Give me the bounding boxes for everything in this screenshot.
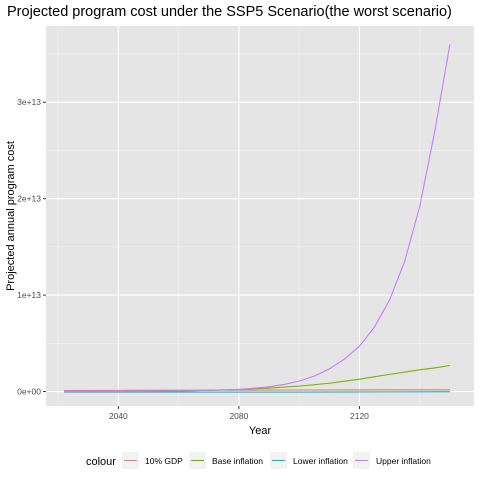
x-tick-label: 2080 — [229, 411, 248, 421]
x-axis-title: Year — [249, 425, 272, 437]
series-layer — [64, 44, 451, 393]
x-tick-label: 2120 — [350, 411, 369, 421]
series-line-10-gdp — [64, 389, 450, 392]
y-tick-label: 2e+13 — [17, 194, 41, 204]
x-tick-label: 2040 — [109, 411, 128, 421]
legend-label-lower-inflation: Lower inflation — [293, 456, 348, 466]
y-tick-label: 3e+13 — [17, 97, 41, 107]
plot-panel — [46, 26, 474, 406]
chart-title: Projected program cost under the SSP5 Sc… — [7, 4, 452, 20]
grid-minor — [46, 26, 474, 406]
legend-label-upper-inflation: Upper inflation — [376, 456, 431, 466]
y-axis-title: Projected annual program cost — [5, 141, 17, 291]
legend-title: colour — [86, 456, 116, 468]
y-tick-label: 1e+13 — [17, 290, 41, 300]
legend-label-10-gdp: 10% GDP — [145, 456, 183, 466]
legend-label-base-inflation: Base inflation — [212, 456, 263, 466]
series-line-upper-inflation — [64, 44, 451, 393]
axis-ticks: 2040 2080 2120 0e+00 1e+13 2e+13 3e+13 — [17, 97, 369, 421]
legend: colour 10% GDP Base inflation Lower inflat… — [86, 452, 431, 469]
y-tick-label: 0e+00 — [17, 387, 41, 397]
